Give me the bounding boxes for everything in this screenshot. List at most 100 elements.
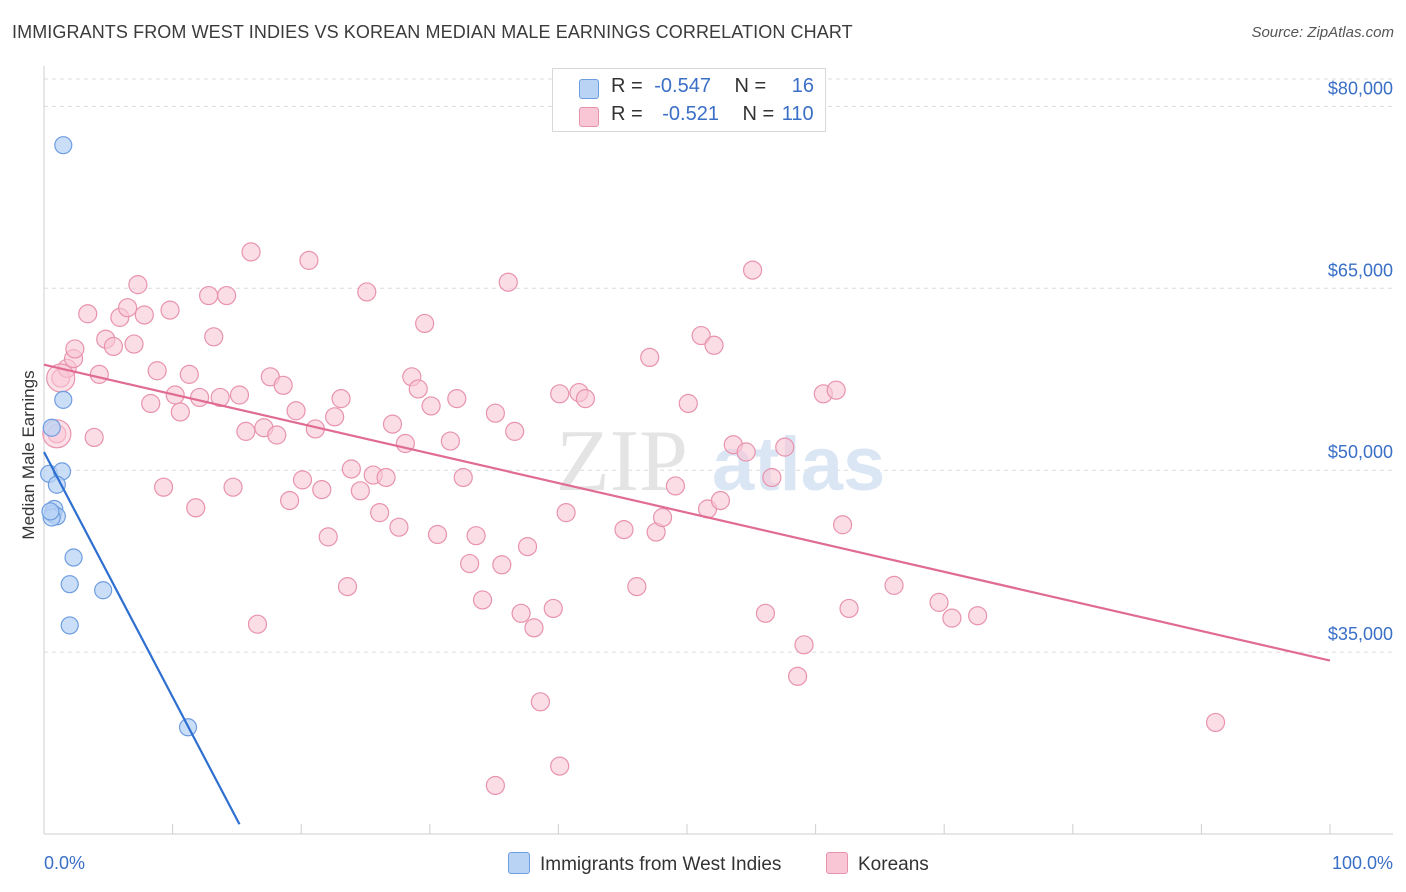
west-indies-point-10 xyxy=(64,548,83,567)
korean-point-28 xyxy=(223,477,243,497)
korean-point-86 xyxy=(678,393,698,414)
korean-point-81 xyxy=(627,577,647,597)
korean-point-48 xyxy=(350,481,370,501)
korean-point-32 xyxy=(247,614,268,634)
west-indies-point-11 xyxy=(60,575,79,594)
korean-point-58 xyxy=(415,313,435,334)
korean-point-66 xyxy=(472,590,493,610)
korean-point-69 xyxy=(498,272,518,292)
korean-point-90 xyxy=(710,490,731,511)
korean-point-6 xyxy=(84,427,104,448)
korean-point-9 xyxy=(103,336,124,357)
korean-point-102 xyxy=(839,598,859,619)
korean-point-20 xyxy=(170,402,190,422)
korean-point-27 xyxy=(217,285,237,306)
watermark: ZIP atlas xyxy=(556,413,885,510)
korean-point-98 xyxy=(794,635,814,655)
korean-point-44 xyxy=(325,407,345,427)
korean-point-101 xyxy=(833,515,853,535)
y-tick-label-50000: $50,000 xyxy=(1328,442,1393,462)
korean-point-11 xyxy=(117,298,138,318)
korean-point-71 xyxy=(511,603,531,623)
legend-swatch-koreans xyxy=(579,107,599,127)
korean-point-103 xyxy=(884,575,904,595)
korean-point-108 xyxy=(550,756,570,776)
korean-point-72 xyxy=(517,536,538,557)
legend-n-label: N = xyxy=(742,103,775,125)
korean-point-18 xyxy=(160,300,180,320)
korean-point-97 xyxy=(787,666,808,686)
west-indies-point-1 xyxy=(42,418,61,437)
korean-point-29 xyxy=(229,385,250,405)
bottom-legend-koreans: Koreans xyxy=(826,852,929,876)
korean-point-47 xyxy=(341,459,361,479)
korean-point-84 xyxy=(652,507,673,528)
bottom-legend-swatch-koreans xyxy=(826,852,848,874)
korean-point-89 xyxy=(704,335,724,355)
legend-row-koreans: R = -0.521 N = 110 xyxy=(553,101,825,129)
west-indies-point-0 xyxy=(54,136,73,155)
y-tick-label-65000: $65,000 xyxy=(1328,260,1393,280)
korean-point-94 xyxy=(755,603,776,623)
korean-point-93 xyxy=(742,260,763,280)
korean-point-38 xyxy=(286,401,306,421)
korean-point-46 xyxy=(337,577,358,597)
y-axis-label: Median Male Earnings xyxy=(19,370,38,539)
korean-point-59 xyxy=(421,396,441,416)
korean-point-104 xyxy=(929,592,949,612)
bottom-legend-label-koreans: Koreans xyxy=(858,854,929,875)
korean-point-61 xyxy=(440,431,460,451)
korean-point-45 xyxy=(331,389,351,409)
korean-point-57 xyxy=(408,379,428,399)
korean-point-17 xyxy=(153,477,174,497)
korean-point-31 xyxy=(241,242,261,262)
y-tick-label-80000: $80,000 xyxy=(1328,78,1393,98)
west-indies-trend-line xyxy=(43,451,241,825)
legend-r-value-koreans: -0.521 xyxy=(662,103,719,125)
koreans-points xyxy=(42,242,1226,796)
korean-point-43 xyxy=(318,527,338,547)
legend-n-value-koreans: 110 xyxy=(781,103,814,125)
west-indies-point-15 xyxy=(41,502,60,521)
korean-point-95 xyxy=(762,467,782,488)
korean-point-15 xyxy=(141,393,161,414)
korean-point-14 xyxy=(134,305,154,325)
korean-point-36 xyxy=(273,375,293,395)
legend-row-west-indies: R = -0.547 N = 16 xyxy=(553,73,825,101)
korean-point-87 xyxy=(691,325,711,346)
korean-point-39 xyxy=(292,470,313,490)
korean-point-92 xyxy=(736,442,756,462)
chart-title: IMMIGRANTS FROM WEST INDIES VS KOREAN ME… xyxy=(12,22,853,42)
korean-point-24 xyxy=(199,285,219,306)
korean-point-42 xyxy=(312,479,332,500)
bottom-legend-west-indies: Immigrants from West Indies xyxy=(508,852,781,876)
source-label: Source: ZipAtlas.com xyxy=(1251,24,1394,41)
korean-point-52 xyxy=(376,467,396,488)
korean-point-30 xyxy=(236,421,256,441)
legend-n-value-west-indies: 16 xyxy=(791,75,815,97)
legend-r-value-west-indies: -0.547 xyxy=(654,75,711,97)
korean-point-107 xyxy=(1205,712,1226,733)
axes xyxy=(43,66,1393,835)
korean-point-23 xyxy=(190,387,210,408)
x-tick-label-left: 0.0% xyxy=(44,853,85,873)
korean-point-73 xyxy=(524,618,544,638)
korean-point-12 xyxy=(124,334,144,354)
korean-point-100 xyxy=(826,380,846,400)
korean-point-96 xyxy=(775,437,795,457)
korean-point-4 xyxy=(65,339,85,359)
korean-point-85 xyxy=(665,476,686,496)
watermark-atlas: atlas xyxy=(712,422,885,507)
correlation-legend: R = -0.547 N = 16 R = -0.521 N = 110 xyxy=(552,68,826,132)
bottom-legend-swatch-west-indies xyxy=(508,852,530,874)
korean-point-21 xyxy=(179,364,199,384)
korean-point-40 xyxy=(299,250,319,270)
legend-r-label: R = xyxy=(611,103,643,125)
west-indies-point-12 xyxy=(94,581,113,600)
korean-point-109 xyxy=(485,775,505,796)
korean-point-105 xyxy=(942,608,962,628)
west-indies-point-13 xyxy=(60,616,79,635)
korean-point-106 xyxy=(968,606,988,626)
korean-point-68 xyxy=(492,555,512,575)
